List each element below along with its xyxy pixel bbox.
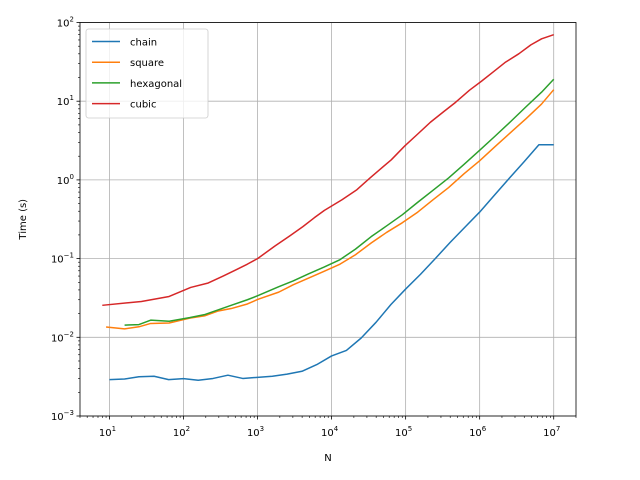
y-axis-label: Time (s)	[18, 199, 29, 241]
x-tick-exponent: 6	[482, 425, 487, 433]
x-tick-label: 104	[321, 425, 339, 439]
x-tick-label: 107	[543, 425, 560, 439]
y-tick-exponent: −3	[64, 409, 74, 417]
legend-label-chain: chain	[130, 38, 157, 49]
x-tick-base: 10	[321, 428, 334, 439]
x-tick-exponent: 3	[260, 425, 264, 433]
y-tick-base: 10	[51, 412, 64, 423]
series-line-cubic	[102, 33, 554, 307]
y-tick-exponent: 1	[70, 94, 74, 102]
x-tick-base: 10	[543, 428, 556, 439]
axis-ticks: 101 102 103 104 105 106 10710−310−210−11001011…	[51, 16, 577, 439]
series-line-hexagonal	[124, 78, 555, 326]
legend: chain square hexagonal cubic	[85, 28, 209, 119]
x-axis-label: N	[324, 453, 331, 464]
legend-label-hexagonal: hexagonal	[130, 79, 182, 90]
x-tick-base: 10	[247, 428, 260, 439]
x-tick-base: 10	[395, 428, 408, 439]
legend-label-cubic: cubic	[130, 100, 156, 111]
x-tick-label: 105	[395, 425, 412, 439]
legend-label-square: square	[130, 58, 164, 69]
x-tick-exponent: 2	[186, 425, 190, 433]
y-tick-base: 10	[51, 255, 64, 266]
legend-box	[85, 28, 209, 119]
y-tick-base: 10	[57, 19, 70, 30]
y-tick-label: 10−3	[51, 409, 74, 423]
x-tick-exponent: 4	[334, 425, 339, 433]
x-tick-base: 10	[469, 428, 482, 439]
y-tick-exponent: 0	[70, 173, 74, 181]
series-line-square	[106, 89, 555, 330]
x-tick-label: 106	[469, 425, 487, 439]
y-tick-exponent: −1	[64, 252, 74, 260]
x-tick-label: 101	[99, 425, 116, 439]
x-tick-base: 10	[99, 428, 112, 439]
y-tick-label: 100	[57, 173, 74, 187]
x-tick-label: 102	[173, 425, 190, 439]
x-tick-exponent: 1	[112, 425, 116, 433]
y-tick-label: 101	[57, 94, 74, 108]
x-tick-label: 103	[247, 425, 264, 439]
y-tick-base: 10	[57, 176, 70, 187]
x-tick-exponent: 5	[408, 425, 412, 433]
y-tick-label: 10−2	[51, 330, 74, 344]
y-tick-exponent: 2	[70, 16, 74, 24]
y-tick-base: 10	[51, 333, 64, 344]
y-tick-exponent: −2	[64, 330, 74, 338]
y-tick-label: 102	[57, 16, 74, 30]
y-tick-base: 10	[57, 97, 70, 108]
x-tick-base: 10	[173, 428, 186, 439]
series-lines	[102, 33, 555, 381]
x-tick-exponent: 7	[556, 425, 560, 433]
series-line-chain	[109, 143, 554, 381]
y-tick-label: 10−1	[51, 252, 74, 266]
